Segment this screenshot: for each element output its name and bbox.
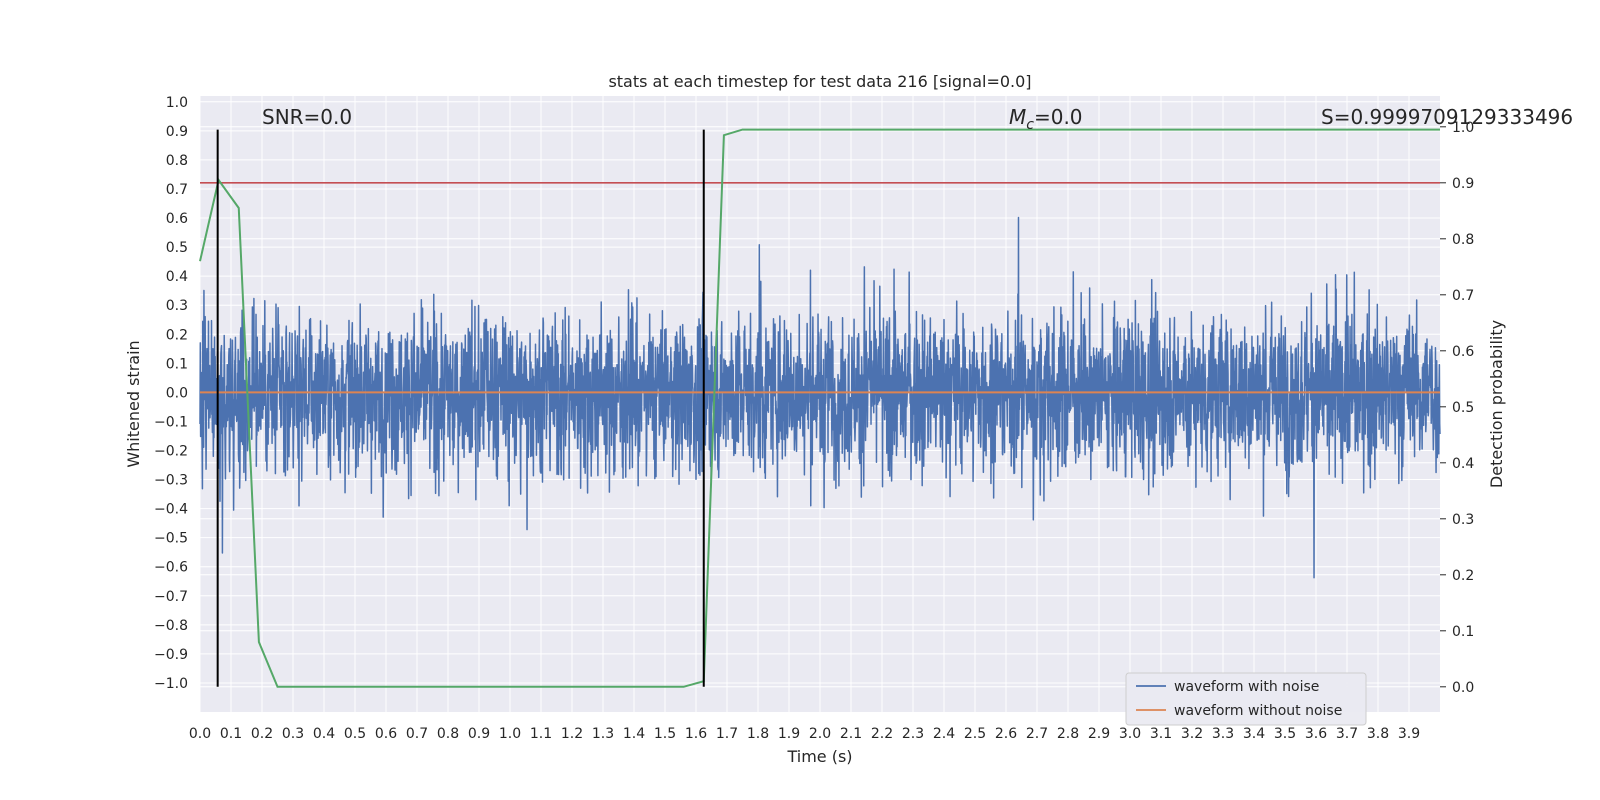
y-tick-label: 0.6	[166, 211, 188, 227]
y-tick-label: −0.1	[154, 414, 188, 430]
y-tick-label: 0.4	[166, 269, 188, 285]
x-tick-label: 1.0	[499, 726, 521, 742]
x-tick-label: 1.2	[561, 726, 583, 742]
x-tick-label: 2.9	[1088, 726, 1110, 742]
mc-value: =0.0	[1034, 105, 1083, 129]
y2-tick-label: 1.0	[1452, 120, 1474, 136]
y2-tick-label: 0.6	[1452, 344, 1474, 360]
x-tick-label: 2.1	[840, 726, 862, 742]
legend: waveform with noise waveform without noi…	[1125, 672, 1367, 726]
y-tick-label: 1.0	[166, 95, 188, 111]
x-tick-label: 3.9	[1398, 726, 1420, 742]
x-tick-label: 2.2	[871, 726, 893, 742]
y-tick-label: −0.8	[154, 618, 188, 634]
y2-tick-label: 0.9	[1452, 176, 1474, 192]
s-annotation: S=0.9999709129333496	[1321, 105, 1573, 129]
x-axis-label: Time (s)	[786, 747, 852, 766]
y-axis-label: Whitened strain	[124, 340, 143, 467]
x-tick-label: 2.8	[1057, 726, 1079, 742]
x-tick-label: 2.3	[902, 726, 924, 742]
snr-annotation: SNR=0.0	[262, 105, 352, 129]
y2-tick-label: 0.2	[1452, 568, 1474, 584]
y-tick-label: 0.3	[166, 298, 188, 314]
mc-subscript: c	[1026, 117, 1034, 133]
x-tick-label: 3.3	[1212, 726, 1234, 742]
y-tick-label: −0.7	[154, 589, 188, 605]
x-tick-label: 3.7	[1336, 726, 1358, 742]
x-tick-label: 0.1	[220, 726, 242, 742]
x-tick-label: 3.1	[1150, 726, 1172, 742]
mc-annotation: Mc=0.0	[1009, 105, 1083, 133]
x-tick-label: 1.5	[654, 726, 676, 742]
legend-label-clean: waveform without noise	[1174, 703, 1342, 719]
x-tick-label: 3.4	[1243, 726, 1265, 742]
detection-probability-line	[199, 128, 1440, 688]
x-tick-label: 0.5	[344, 726, 366, 742]
y2-tick-label: 0.3	[1452, 512, 1474, 528]
x-tick-label: 2.6	[995, 726, 1017, 742]
x-tick-label: 0.7	[406, 726, 428, 742]
y-tick-label: −0.3	[154, 473, 188, 489]
mc-symbol: M	[1009, 105, 1026, 129]
y2-tick-label: 0.4	[1452, 456, 1474, 472]
y-tick-label: −1.0	[154, 676, 188, 692]
y2-tick-label: 0.1	[1452, 624, 1474, 640]
x-tick-label: 0.9	[468, 726, 490, 742]
y-tick-label: 0.9	[166, 124, 188, 140]
x-tick-label: 0.0	[189, 726, 211, 742]
x-tick-label: 1.4	[623, 726, 645, 742]
overlay-lines	[199, 128, 1440, 688]
x-tick-label: 0.2	[251, 726, 273, 742]
y-tick-label: 0.0	[166, 385, 188, 401]
tick-labels: 0.0 0.1 0.2 0.3 0.4 0.5 0.6 0.7 0.8 0.9 1.0 1.1 1.2 1…	[154, 95, 1474, 742]
y-tick-label: −0.4	[154, 502, 188, 518]
x-tick-label: 3.6	[1305, 726, 1327, 742]
y-tick-label: −0.2	[154, 443, 188, 459]
x-tick-label: 3.0	[1119, 726, 1141, 742]
y-tick-label: 0.1	[166, 356, 188, 372]
chart-title: stats at each timestep for test data 216…	[608, 72, 1031, 91]
y-tick-label: 0.7	[166, 182, 188, 198]
x-tick-label: 2.0	[809, 726, 831, 742]
x-tick-label: 0.4	[313, 726, 335, 742]
y2-tick-label: 0.5	[1452, 400, 1474, 416]
y-tick-label: 0.2	[166, 327, 188, 343]
x-tick-label: 2.7	[1026, 726, 1048, 742]
y2-tick-label: 0.0	[1452, 680, 1474, 696]
x-tick-label: 0.6	[375, 726, 397, 742]
y-tick-label: −0.5	[154, 531, 188, 547]
x-tick-label: 1.9	[778, 726, 800, 742]
legend-label-noise: waveform with noise	[1174, 679, 1319, 695]
x-tick-label: 0.8	[437, 726, 459, 742]
y-tick-label: −0.9	[154, 647, 188, 663]
x-tick-label: 3.8	[1367, 726, 1389, 742]
x-tick-label: 1.3	[592, 726, 614, 742]
legend-box	[1125, 672, 1367, 726]
y2-tick-label: 0.8	[1452, 232, 1474, 248]
x-tick-label: 1.8	[747, 726, 769, 742]
x-tick-label: 3.5	[1274, 726, 1296, 742]
x-tick-label: 1.6	[685, 726, 707, 742]
y2-axis-label: Detection probability	[1487, 320, 1506, 488]
x-tick-label: 2.5	[964, 726, 986, 742]
x-tick-label: 2.4	[933, 726, 955, 742]
y-tick-label: 0.8	[166, 153, 188, 169]
y-tick-label: 0.5	[166, 240, 188, 256]
x-tick-label: 0.3	[282, 726, 304, 742]
x-tick-label: 3.2	[1181, 726, 1203, 742]
y2-tick-label: 0.7	[1452, 288, 1474, 304]
x-tick-label: 1.7	[716, 726, 738, 742]
y-tick-label: −0.6	[154, 560, 188, 576]
x-tick-label: 1.1	[530, 726, 552, 742]
